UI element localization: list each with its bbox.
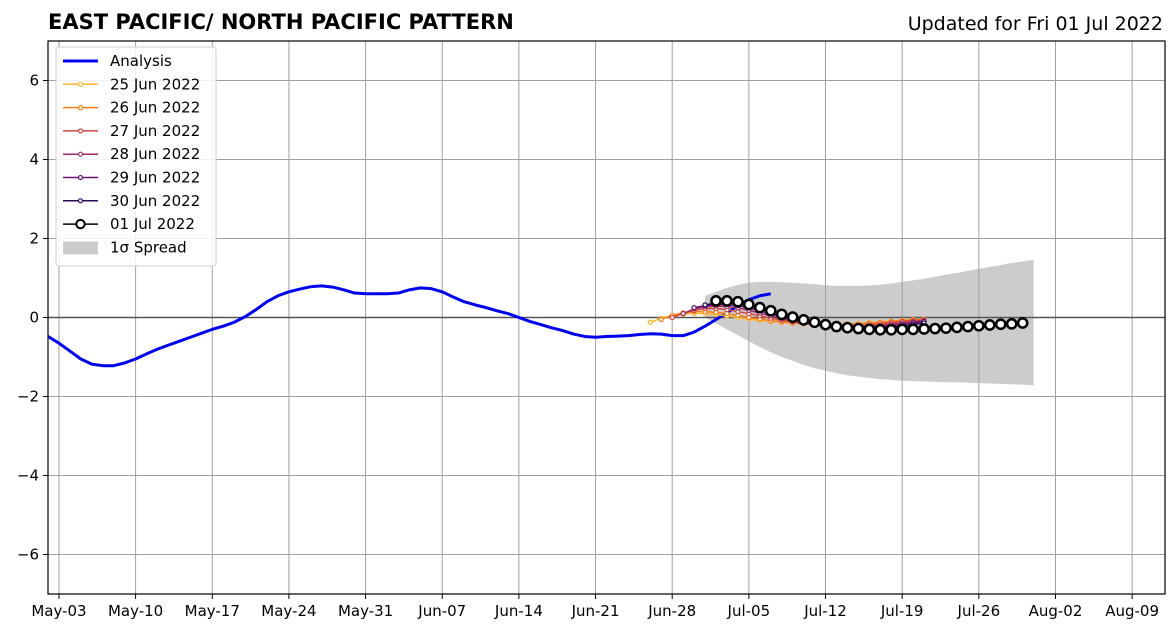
current-forecast-point <box>940 322 952 335</box>
y-tick-label: 0 <box>29 309 39 327</box>
current-forecast-point <box>808 316 821 329</box>
x-tick-label: Aug-09 <box>1105 602 1159 620</box>
legend-marker <box>77 198 84 204</box>
current-forecast-point <box>797 314 810 326</box>
current-forecast-point <box>918 323 930 335</box>
current-forecast-point <box>852 322 865 335</box>
current-forecast-point <box>710 295 722 307</box>
y-tick-label: 6 <box>29 72 39 90</box>
y-tick-label: −2 <box>17 388 39 406</box>
forecast-point <box>691 305 697 311</box>
x-tick-label: May-31 <box>338 602 393 620</box>
legend-label: 27 Jun 2022 <box>110 122 200 140</box>
x-tick-label: May-24 <box>261 602 316 620</box>
y-tick-label: −6 <box>17 546 39 564</box>
legend-marker <box>77 104 84 111</box>
legend-label: 29 Jun 2022 <box>110 169 200 187</box>
legend-marker <box>77 81 84 87</box>
legend: Analysis 25 Jun 2022 26 Jun 2022 27 Jun 202… <box>55 46 217 267</box>
x-tick-label: Jul-12 <box>803 602 847 620</box>
legend-label: 01 Jul 2022 <box>110 215 195 233</box>
legend-swatch <box>63 241 98 255</box>
x-tick-label: Jun-28 <box>647 602 696 620</box>
current-forecast-point <box>732 295 744 308</box>
x-tick-label: Jul-19 <box>880 602 924 620</box>
axis-layer: −6 −4 −2 0 2 4 6 May-03 May-10 May-17 May-24 May-31… <box>17 40 1166 620</box>
chart-title: EAST PACIFIC/ NORTH PACIFIC PATTERN <box>48 10 514 34</box>
y-tick-label: 2 <box>29 230 39 248</box>
legend-label: 26 Jun 2022 <box>110 99 200 117</box>
x-tick-label: Jun-21 <box>571 602 620 620</box>
current-forecast-point <box>983 319 996 331</box>
legend-marker <box>77 174 84 181</box>
x-tick-label: Jul-05 <box>727 602 771 620</box>
current-forecast-point <box>863 323 876 336</box>
series-layer <box>47 284 1029 368</box>
current-forecast-point <box>972 319 985 332</box>
forecast-point <box>658 316 664 323</box>
legend-box <box>55 46 217 267</box>
current-forecast-point <box>764 304 777 317</box>
forecast-point <box>669 314 675 321</box>
x-tick-label: May-10 <box>108 602 163 620</box>
forecast-point <box>702 302 708 308</box>
current-forecast-point <box>951 321 963 334</box>
current-forecast-point <box>841 321 854 334</box>
current-forecast-point <box>786 311 799 323</box>
x-tick-label: Aug-02 <box>1029 602 1083 620</box>
x-tick-label: Jun-14 <box>494 602 543 620</box>
current-forecast-point <box>753 301 766 314</box>
current-forecast-point <box>743 298 755 311</box>
legend-marker <box>77 128 84 134</box>
legend-marker <box>75 218 86 230</box>
current-forecast-point <box>1016 317 1029 329</box>
forecast-point <box>647 319 653 325</box>
legend-label: 28 Jun 2022 <box>110 145 200 163</box>
current-forecast-point <box>885 323 898 336</box>
y-tick-label: −4 <box>17 467 39 485</box>
analysis-line <box>47 284 772 368</box>
legend-label: 30 Jun 2022 <box>110 192 200 210</box>
legend-label: 25 Jun 2022 <box>110 75 200 93</box>
current-forecast-point <box>874 323 887 336</box>
forecast-point <box>680 310 686 317</box>
y-tick-label: 4 <box>29 151 39 169</box>
current-forecast-point <box>830 320 843 333</box>
current-forecast-point <box>721 295 733 307</box>
current-forecast-point <box>1005 317 1018 330</box>
current-forecast-point <box>929 322 941 335</box>
current-forecast-point <box>896 323 909 336</box>
legend-label: Analysis <box>110 52 172 70</box>
current-forecast-point <box>775 308 788 321</box>
x-tick-label: May-03 <box>31 602 86 620</box>
current-forecast-point <box>819 318 832 331</box>
legend-marker <box>77 151 84 157</box>
current-forecast-point <box>962 320 974 333</box>
x-tick-label: Jul-26 <box>957 602 1001 620</box>
current-forecast-point <box>994 318 1007 331</box>
updated-label: Updated for Fri 01 Jul 2022 <box>908 13 1163 35</box>
x-tick-label: Jun-07 <box>417 602 466 620</box>
x-tick-label: May-17 <box>185 602 240 620</box>
legend-label: 1σ Spread <box>110 238 187 256</box>
current-forecast-point <box>907 323 919 336</box>
